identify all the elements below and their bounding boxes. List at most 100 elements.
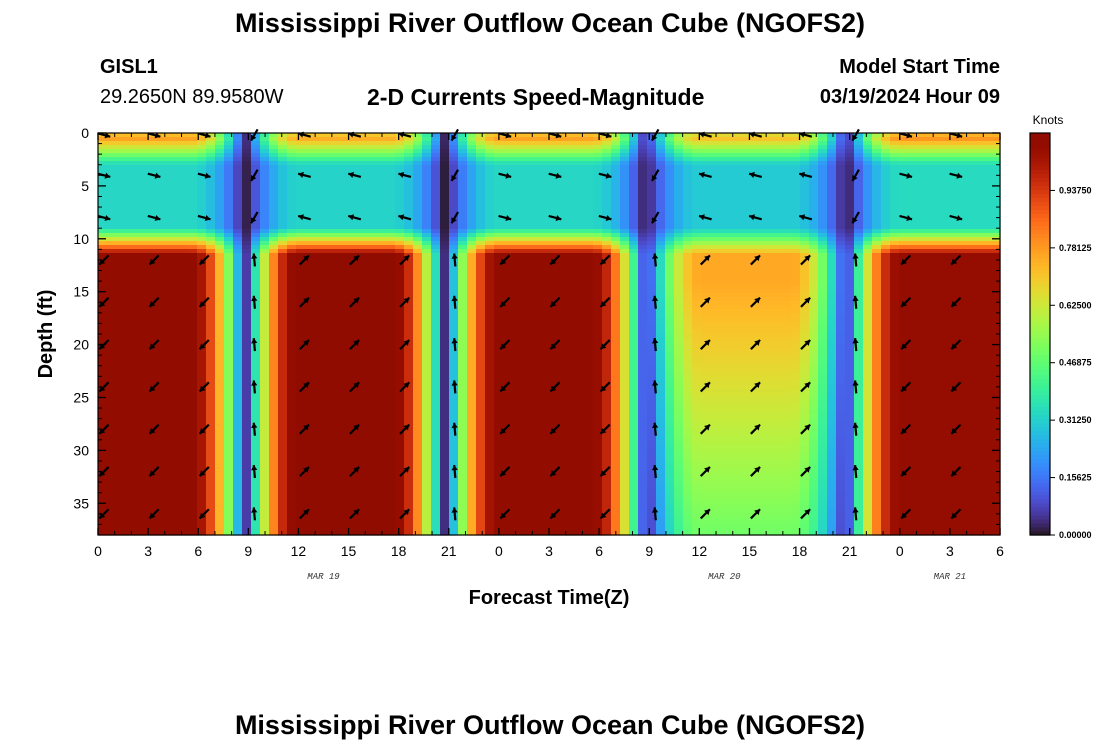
heatmap-cell xyxy=(476,205,486,210)
heatmap-cell xyxy=(287,233,297,238)
heatmap-cell xyxy=(467,533,477,536)
heatmap-cell xyxy=(134,341,144,346)
heatmap-cell xyxy=(476,305,486,310)
heatmap-cell xyxy=(323,485,333,490)
heatmap-cell xyxy=(413,277,423,282)
heatmap-cell xyxy=(359,513,369,518)
heatmap-cell xyxy=(323,333,333,338)
heatmap-cell xyxy=(386,177,396,182)
heatmap-cell xyxy=(215,209,225,214)
heatmap-cell xyxy=(269,293,279,298)
heatmap-cell xyxy=(422,481,432,486)
heatmap-cell xyxy=(134,469,144,474)
heatmap-cell xyxy=(260,205,270,210)
heatmap-cell xyxy=(98,241,108,246)
heatmap-cell xyxy=(188,225,198,230)
heatmap-cell xyxy=(350,285,360,290)
heatmap-cell xyxy=(134,205,144,210)
heatmap-cell xyxy=(521,253,531,258)
heatmap-cell xyxy=(107,373,117,378)
heatmap-cell xyxy=(323,265,333,270)
heatmap-cell xyxy=(134,321,144,326)
heatmap-cell xyxy=(143,181,153,186)
heatmap-cell xyxy=(314,429,324,434)
heatmap-cell xyxy=(395,373,405,378)
heatmap-cell xyxy=(530,261,540,266)
station-id: GISL1 xyxy=(100,56,158,78)
heatmap-cell xyxy=(377,429,387,434)
heatmap-cell xyxy=(404,409,414,414)
heatmap-cell xyxy=(251,525,261,530)
heatmap-cell xyxy=(314,245,324,250)
heatmap-cell xyxy=(476,365,486,370)
heatmap-cell xyxy=(458,501,468,506)
heatmap-cell xyxy=(242,425,252,430)
heatmap-cell xyxy=(467,229,477,234)
heatmap-cell xyxy=(350,401,360,406)
heatmap-cell xyxy=(350,321,360,326)
heatmap-cell xyxy=(251,385,261,390)
heatmap-cell xyxy=(449,489,459,494)
heatmap-cell xyxy=(143,237,153,242)
heatmap-cell xyxy=(125,353,135,358)
heatmap-cell xyxy=(107,193,117,198)
heatmap-cell xyxy=(332,253,342,258)
heatmap-cell xyxy=(395,277,405,282)
heatmap-cell xyxy=(224,445,234,450)
heatmap-cell xyxy=(107,437,117,442)
heatmap-cell xyxy=(341,405,351,410)
heatmap-cell xyxy=(260,481,270,486)
heatmap-cell xyxy=(467,313,477,318)
heatmap-cell xyxy=(143,437,153,442)
heatmap-cell xyxy=(107,517,117,522)
heatmap-cell xyxy=(539,133,549,138)
heatmap-cell xyxy=(152,237,162,242)
heatmap-cell xyxy=(323,189,333,194)
heatmap-cell xyxy=(233,217,243,222)
heatmap-cell xyxy=(197,141,207,146)
heatmap-cell xyxy=(386,417,396,422)
heatmap-cell xyxy=(458,301,468,306)
heatmap-cell xyxy=(503,221,513,226)
heatmap-cell xyxy=(467,361,477,366)
heatmap-cell xyxy=(377,461,387,466)
heatmap-cell xyxy=(197,337,207,342)
heatmap-cell xyxy=(395,165,405,170)
heatmap-cell xyxy=(125,217,135,222)
heatmap-cell xyxy=(188,253,198,258)
heatmap-cell xyxy=(278,341,288,346)
heatmap-cell xyxy=(449,405,459,410)
heatmap-cell xyxy=(503,429,513,434)
heatmap-cell xyxy=(314,469,324,474)
heatmap-cell xyxy=(278,389,288,394)
heatmap-cell xyxy=(350,317,360,322)
heatmap-cell xyxy=(458,521,468,526)
heatmap-cell xyxy=(341,337,351,342)
heatmap-cell xyxy=(341,297,351,302)
heatmap-cell xyxy=(404,145,414,150)
heatmap-cell xyxy=(143,361,153,366)
heatmap-cell xyxy=(107,473,117,478)
heatmap-cell xyxy=(413,345,423,350)
heatmap-cell xyxy=(197,445,207,450)
heatmap-cell xyxy=(242,281,252,286)
heatmap-cell xyxy=(269,441,279,446)
heatmap-cell xyxy=(431,361,441,366)
heatmap-cell xyxy=(170,173,180,178)
heatmap-cell xyxy=(440,341,450,346)
heatmap-cell xyxy=(350,477,360,482)
heatmap-cell xyxy=(242,397,252,402)
heatmap-cell xyxy=(269,309,279,314)
heatmap-cell xyxy=(332,241,342,246)
heatmap-cell xyxy=(116,137,126,142)
heatmap-cell xyxy=(179,417,189,422)
heatmap-cell xyxy=(269,369,279,374)
heatmap-cell xyxy=(341,417,351,422)
heatmap-cell xyxy=(377,189,387,194)
heatmap-cell xyxy=(251,321,261,326)
heatmap-cell xyxy=(170,233,180,238)
heatmap-cell xyxy=(512,369,522,374)
heatmap-cell xyxy=(116,221,126,226)
heatmap-cell xyxy=(251,261,261,266)
heatmap-cell xyxy=(98,449,108,454)
